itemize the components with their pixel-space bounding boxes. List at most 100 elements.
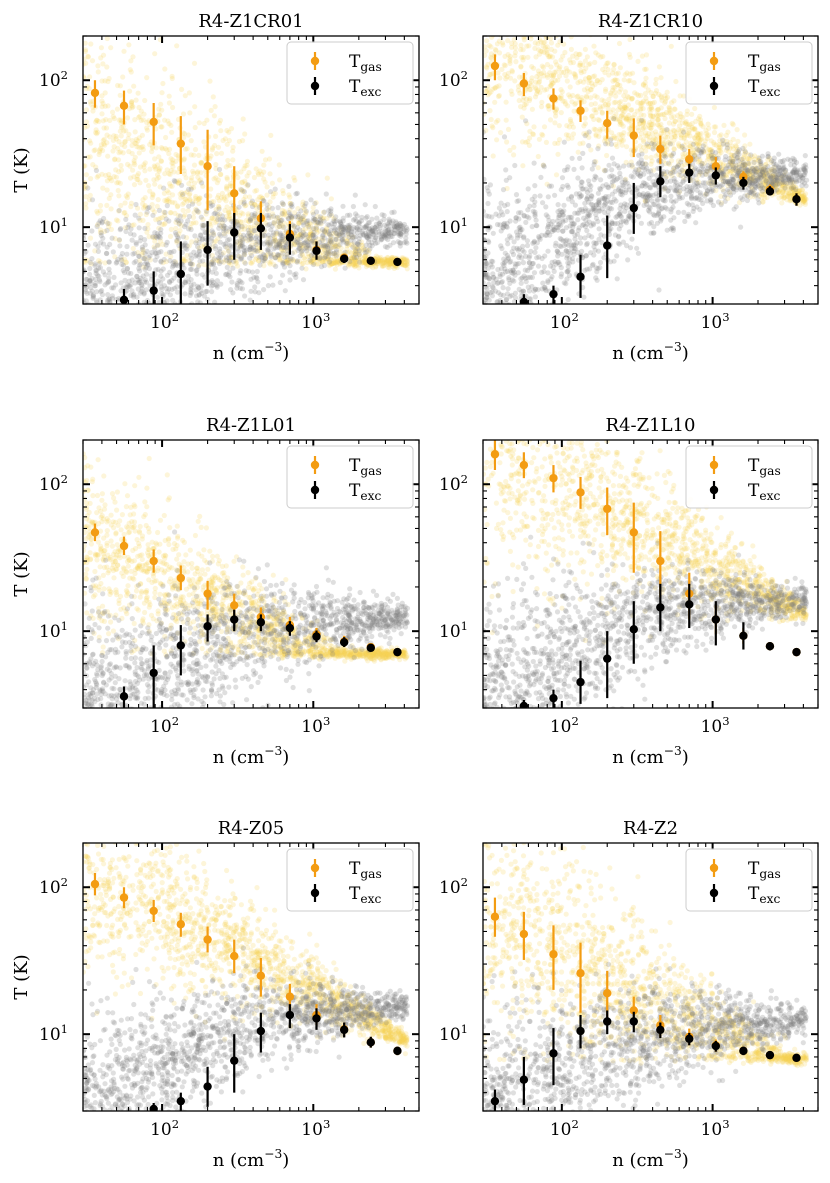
tgas-cloud-dot	[257, 168, 263, 174]
texc-cloud-dot	[323, 250, 329, 256]
tgas-cloud-dot	[374, 254, 381, 260]
tgas-cloud-dot	[507, 75, 514, 81]
x-tick-label-sup: 2	[172, 310, 179, 324]
tgas-cloud-dot	[116, 117, 122, 123]
tgas-cloud-dot	[379, 263, 385, 269]
tgas-cloud-dot	[305, 254, 311, 260]
texc-cloud-dot	[129, 277, 135, 283]
texc-cloud-dot	[193, 240, 199, 246]
tgas-cloud-dot	[485, 6, 490, 11]
texc-cloud-dot	[126, 283, 132, 289]
texc-cloud-dot	[321, 262, 328, 269]
tgas-cloud-dot	[198, 170, 204, 176]
tgas-cloud-dot	[593, 50, 599, 56]
texc-cloud-dot	[138, 275, 144, 281]
texc-cloud-dot	[259, 254, 265, 260]
tgas-cloud-dot	[359, 242, 365, 248]
texc-cloud-dot	[183, 278, 189, 284]
tgas-cloud-dot	[97, 229, 103, 236]
texc-cloud-dot	[150, 234, 156, 240]
tgas-cloud-dot	[268, 214, 274, 220]
texc-cloud-dot	[164, 272, 171, 278]
tgas-cloud-dot	[215, 177, 221, 183]
texc-cloud-dot	[184, 243, 190, 249]
texc-cloud-dot	[277, 238, 283, 244]
tgas-cloud-dot	[305, 233, 311, 239]
texc-cloud-dot	[361, 232, 367, 238]
tgas-cloud-dot	[182, 212, 188, 218]
texc-cloud-dot	[229, 251, 235, 258]
tgas-cloud-dot	[83, 40, 88, 46]
texc-cloud-dot	[357, 233, 363, 239]
tgas-cloud-dot	[627, 54, 633, 60]
tgas-cloud-dot	[313, 226, 319, 232]
tgas-cloud-dot	[147, 142, 153, 148]
texc-cloud-dot	[161, 283, 167, 289]
tgas-cloud-dot	[584, 130, 590, 136]
tgas-cloud-dot	[256, 257, 262, 264]
texc-cloud-dot	[276, 252, 282, 258]
tgas-cloud-dot	[169, 199, 175, 205]
tgas-cloud-dot	[486, 15, 491, 20]
tgas-cloud-dot	[246, 229, 253, 235]
tgas-cloud-dot	[252, 248, 258, 254]
tgas-cloud-dot	[373, 259, 379, 265]
texc-cloud-dot	[89, 356, 94, 361]
texc-cloud-dot	[377, 222, 383, 228]
texc-cloud-dot	[345, 228, 351, 234]
texc-cloud-dot	[170, 260, 176, 266]
texc-cloud-dot	[133, 258, 139, 264]
tgas-cloud-dot	[107, 134, 113, 140]
tgas-cloud-dot	[218, 171, 224, 177]
tgas-cloud-dot	[226, 209, 232, 215]
tgas-cloud-dot	[552, 4, 557, 9]
texc-cloud	[83, 166, 410, 384]
texc-cloud-dot	[143, 271, 150, 277]
tgas-cloud-dot	[506, 0, 511, 4]
tgas-cloud-dot	[189, 175, 195, 181]
texc-cloud-dot	[100, 347, 105, 352]
texc-cloud-dot	[200, 236, 206, 242]
tgas-cloud-dot	[546, 103, 552, 109]
tgas-cloud-dot	[83, 119, 89, 125]
texc-cloud-dot	[328, 208, 334, 214]
tgas-cloud-dot	[211, 231, 217, 237]
tgas-cloud-dot	[281, 212, 287, 218]
texc-cloud-dot	[110, 356, 115, 361]
tgas-cloud-dot	[404, 266, 410, 272]
texc-cloud-dot	[139, 286, 145, 292]
tgas-cloud-dot	[112, 236, 118, 242]
tgas-cloud-dot	[684, 108, 690, 114]
texc-cloud-dot	[100, 241, 107, 247]
tgas-cloud-dot	[599, 110, 605, 116]
tgas-cloud-dot	[355, 246, 361, 252]
texc-cloud-dot	[366, 233, 372, 239]
texc-cloud-dot	[92, 283, 99, 289]
tgas-cloud-dot	[158, 238, 164, 244]
plot-area	[483, 0, 810, 348]
texc-cloud-dot	[242, 260, 248, 266]
tgas-cloud-dot	[120, 74, 126, 80]
tgas-cloud-dot	[267, 199, 273, 205]
texc-cloud-dot	[289, 213, 295, 219]
texc-cloud-dot	[306, 224, 312, 230]
texc-cloud-dot	[483, 343, 488, 348]
texc-cloud-dot	[303, 245, 310, 251]
tgas-cloud-dot	[328, 257, 334, 263]
tgas-cloud-dot	[708, 138, 714, 144]
texc-cloud-dot	[97, 379, 102, 384]
texc-marker	[312, 246, 321, 256]
tgas-cloud-dot	[335, 258, 341, 264]
tgas-cloud-dot	[94, 208, 100, 214]
tgas-cloud-dot	[244, 162, 250, 168]
texc-cloud-dot	[328, 245, 334, 251]
tgas-cloud-dot	[168, 210, 174, 216]
tgas-cloud-dot	[200, 222, 206, 229]
tgas-cloud-dot	[521, 36, 527, 41]
tgas-cloud-dot	[198, 161, 205, 167]
tgas-cloud-dot	[180, 111, 187, 117]
texc-cloud-dot	[109, 324, 114, 329]
y-tick-label: 101	[39, 215, 68, 238]
texc-cloud-dot	[93, 267, 99, 273]
tgas-cloud-dot	[725, 129, 731, 135]
